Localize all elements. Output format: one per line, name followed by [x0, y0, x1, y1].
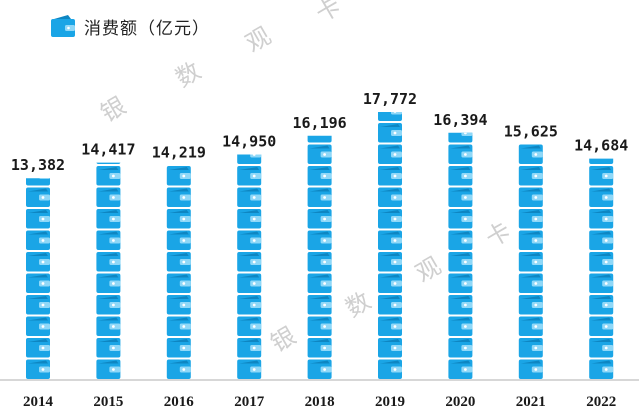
bar — [237, 154, 262, 379]
legend-label: 消费额（亿元） — [84, 18, 210, 39]
bar — [518, 144, 543, 379]
bar — [448, 132, 473, 379]
bar-value-label: 17,772 — [363, 90, 417, 108]
wallet-icon — [51, 15, 75, 37]
bar — [96, 162, 121, 379]
bar-value-label: 16,394 — [433, 111, 487, 129]
bar — [26, 178, 50, 379]
bar-value-label: 15,625 — [504, 122, 558, 140]
bar — [166, 166, 191, 379]
legend: 消费额（亿元） — [50, 12, 210, 40]
x-tick-label: 2022 — [586, 394, 616, 410]
x-tick-label: 2020 — [445, 394, 475, 410]
bar-value-label: 16,196 — [293, 114, 347, 132]
x-tick-label: 2016 — [164, 394, 195, 410]
bar — [378, 111, 402, 379]
x-tick-label: 2015 — [93, 394, 123, 410]
bar-value-label: 14,219 — [152, 144, 206, 162]
x-tick-label: 2014 — [23, 394, 54, 410]
bar-value-label: 14,950 — [222, 133, 276, 151]
bar-value-label: 13,382 — [11, 156, 65, 174]
x-tick-label: 2018 — [305, 394, 335, 410]
bar-value-label: 14,417 — [81, 141, 135, 159]
x-tick-label: 2017 — [234, 394, 265, 410]
x-tick-label: 2021 — [516, 394, 546, 410]
bar — [589, 158, 614, 379]
bar-value-label: 14,684 — [574, 137, 628, 155]
bar — [307, 135, 332, 379]
x-tick-label: 2019 — [375, 394, 405, 410]
